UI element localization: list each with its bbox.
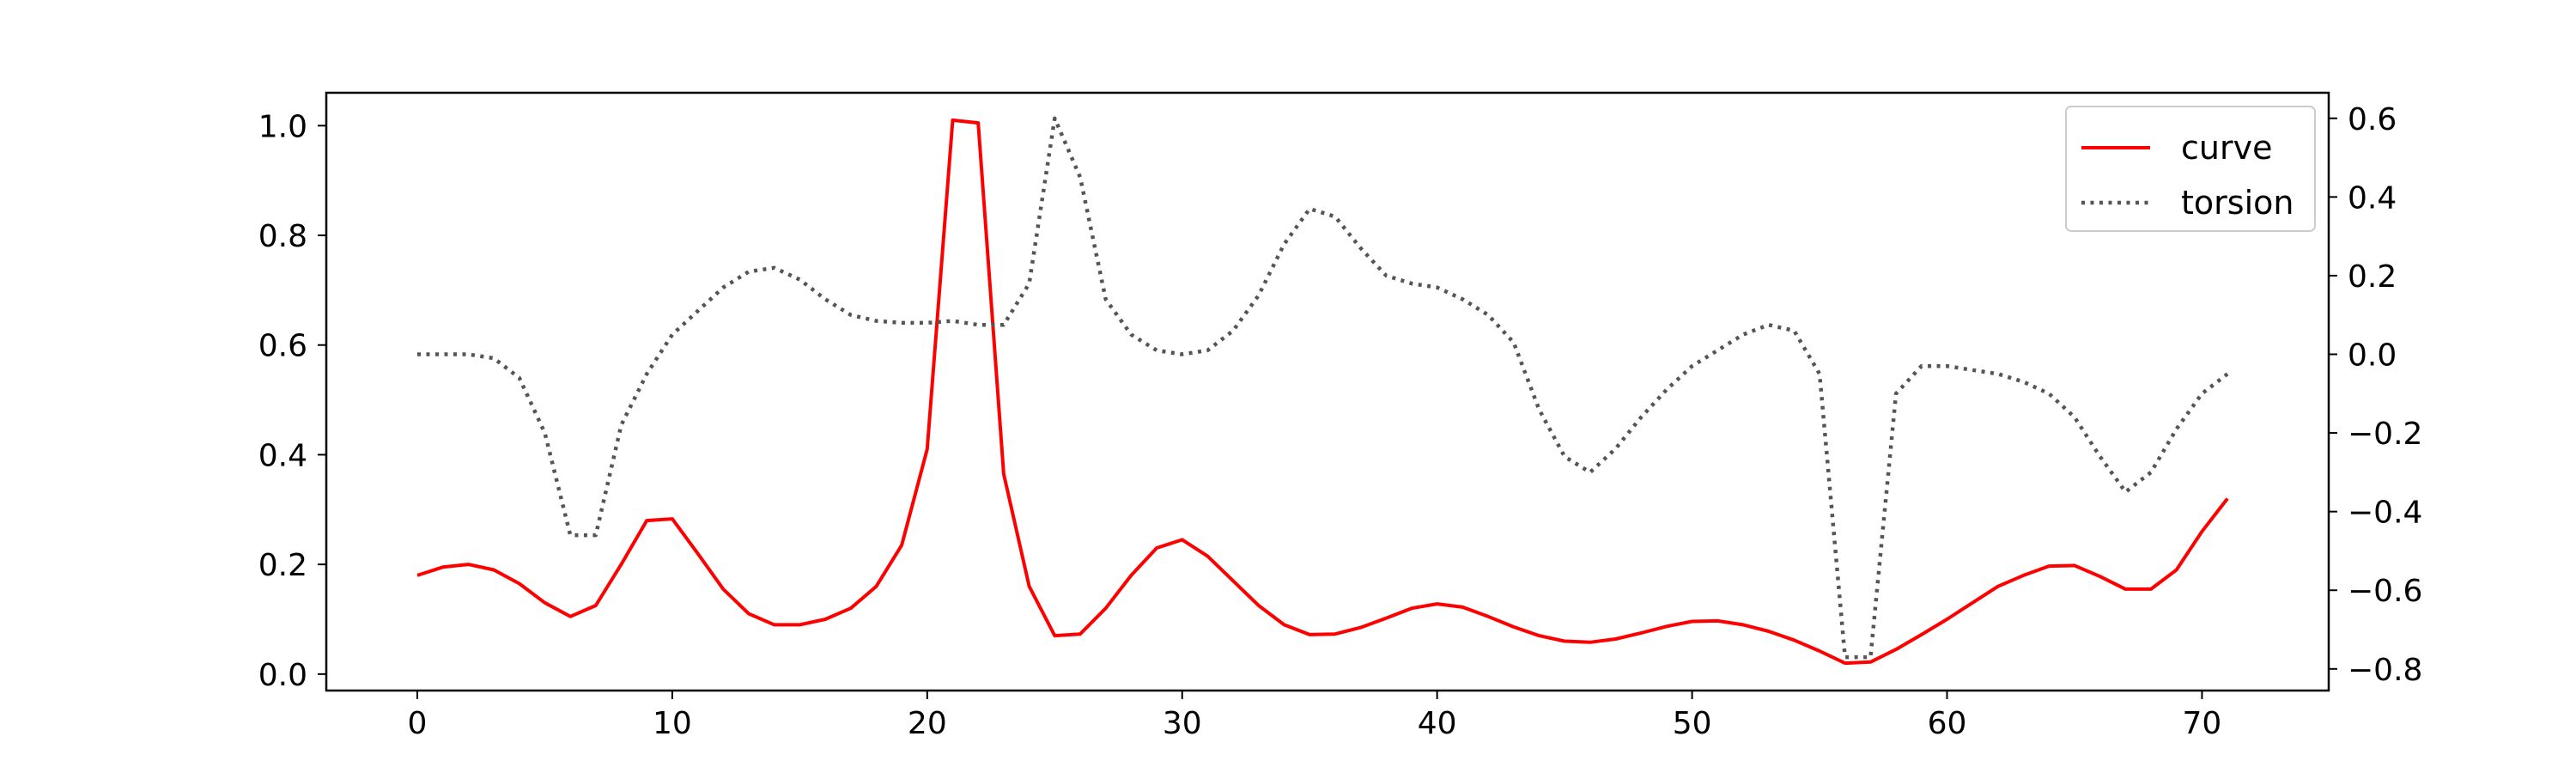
legend-label-curve: curve	[2181, 129, 2272, 167]
x-tick-label: 30	[1163, 706, 1202, 741]
x-axis: 0 10 20 30 40 50 60 70	[408, 691, 2222, 741]
y-left-tick-label: 0.0	[258, 658, 307, 693]
series-layer	[416, 116, 2229, 666]
y-axis-right: −0.8 −0.6 −0.4 −0.2 0.0 0.2 0.4 0.6	[2329, 102, 2422, 688]
y-left-tick-label: 0.6	[258, 329, 307, 364]
y-right-tick-label: −0.6	[2348, 574, 2422, 609]
y-right-tick-label: −0.4	[2348, 496, 2422, 531]
legend-box	[2065, 106, 2316, 232]
y-axis-left: 0.0 0.2 0.4 0.6 0.8 1.0	[258, 109, 326, 693]
y-right-tick-label: −0.8	[2348, 653, 2422, 688]
y-right-tick-label: 0.2	[2348, 259, 2397, 295]
x-tick-label: 60	[1928, 706, 1967, 741]
y-left-tick-label: 0.8	[258, 219, 307, 254]
x-tick-label: 40	[1418, 706, 1457, 741]
y-left-tick-label: 1.0	[258, 109, 307, 144]
legend-label-torsion: torsion	[2181, 184, 2293, 222]
series-line-torsion	[417, 116, 2229, 660]
series-line-curve	[416, 118, 2229, 666]
y-left-tick-label: 0.2	[258, 548, 307, 583]
y-left-tick-label: 0.4	[258, 438, 307, 473]
y-right-tick-label: 0.6	[2348, 102, 2397, 137]
y-right-tick-label: 0.4	[2348, 180, 2397, 216]
x-tick-label: 50	[1673, 706, 1712, 741]
x-tick-label: 70	[2183, 706, 2222, 741]
plot-frame	[325, 91, 2330, 692]
x-tick-label: 20	[908, 706, 947, 741]
y-right-tick-label: −0.2	[2348, 417, 2422, 452]
legend: curve torsion	[2065, 106, 2316, 232]
y-right-tick-label: 0.0	[2348, 338, 2397, 374]
x-tick-label: 0	[408, 706, 428, 741]
x-tick-label: 10	[653, 706, 692, 741]
